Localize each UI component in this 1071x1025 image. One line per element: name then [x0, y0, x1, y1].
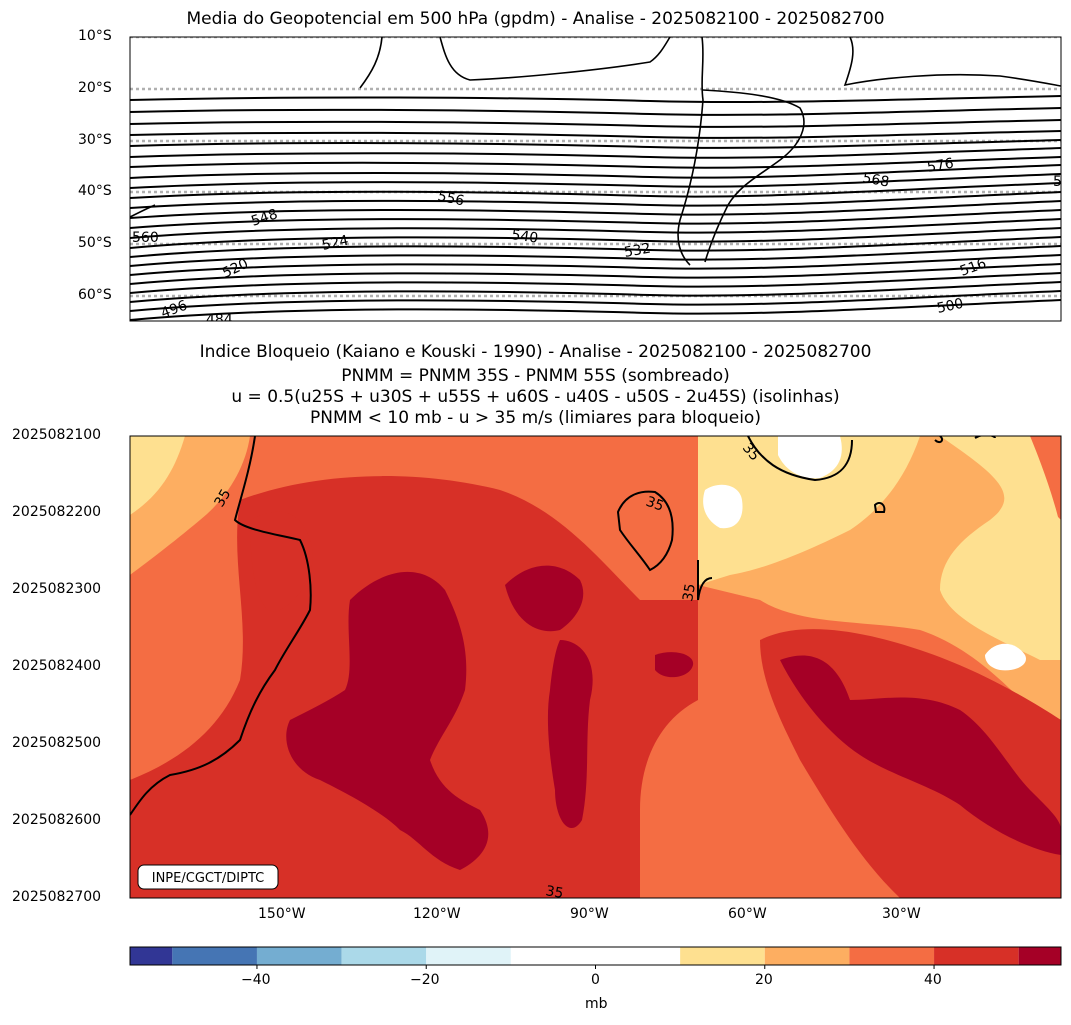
- coastlines: [130, 37, 1061, 266]
- top-y-tick: 20°S: [78, 80, 112, 96]
- colorbar-segment: [849, 947, 935, 965]
- credit-text: INPE/CGCT/DIPTC: [152, 871, 264, 886]
- bottom-title-line-1: Indice Bloqueio (Kaiano e Kouski - 1990)…: [199, 342, 872, 362]
- colorbar-segment: [341, 947, 427, 965]
- colorbar-segment: [426, 947, 511, 965]
- date-tick: 2025082100: [12, 427, 102, 443]
- colorbar-segment: [510, 947, 681, 965]
- contour-label-496: 496: [159, 298, 190, 322]
- colorbar-tick-label: −40: [241, 972, 271, 988]
- lon-tick: 90°W: [570, 906, 609, 922]
- isoline-label: 35: [544, 883, 564, 902]
- date-tick: 2025082300: [12, 581, 102, 597]
- geopotential-contours: [130, 95, 1061, 321]
- colorbar-segment: [764, 947, 850, 965]
- contour-label-540: 540: [510, 227, 539, 247]
- colorbar-segment: [130, 947, 173, 965]
- colorbar-tick-label: 0: [591, 972, 600, 988]
- colorbar-segment: [680, 947, 765, 965]
- top-y-tick: 10°S: [78, 28, 112, 44]
- colorbar: [129, 946, 1062, 969]
- credit-box: [137, 864, 279, 890]
- colorbar-segment: [172, 947, 257, 965]
- contour-label-500: 500: [936, 296, 965, 317]
- field-10-20: [130, 436, 185, 515]
- colorbar-label: mb: [585, 996, 608, 1012]
- contour-label-548: 548: [249, 206, 279, 229]
- colorbar-tick-label: 40: [924, 972, 942, 988]
- date-tick: 2025082200: [12, 504, 102, 520]
- contour-label-532: 532: [623, 241, 652, 261]
- contour-label-568: 568: [861, 170, 890, 190]
- top-y-tick: 50°S: [78, 235, 112, 251]
- contour-label-484: 484: [206, 312, 233, 328]
- isoline-label: 35: [212, 487, 235, 510]
- colorbar-tick-label: −20: [410, 972, 440, 988]
- lon-tick: 120°W: [413, 906, 461, 922]
- top-y-tick: 60°S: [78, 287, 112, 303]
- u-35-isolines: [130, 436, 996, 816]
- contour-label-576: 576: [926, 156, 955, 176]
- top-chart-title: Media do Geopotencial em 500 hPa (gpdm) …: [186, 9, 885, 29]
- top-y-tick: 40°S: [78, 183, 112, 199]
- date-tick: 2025082400: [12, 658, 102, 674]
- top-y-tick: 30°S: [78, 132, 112, 148]
- date-tick: 2025082500: [12, 735, 102, 751]
- isoline-label: 35: [680, 582, 699, 602]
- contour-labels: 560 548 524 520 496 484 556 540 532 568 …: [132, 156, 1062, 328]
- contour-label-5: 5: [1053, 174, 1062, 190]
- blocking-index-heatmap: 35 35 35 35 35 INPE/CGCT/DIPTC: [129, 435, 1062, 902]
- bottom-title-line-2: PNMM = PNMM 35S - PNMM 55S (sombreado): [341, 366, 730, 386]
- colorbar-segment: [1018, 947, 1061, 965]
- bottom-title-line-4: PNMM < 10 mb - u > 35 m/s (limiares para…: [310, 408, 761, 428]
- lon-tick: 150°W: [258, 906, 306, 922]
- isoline-label: 35: [644, 494, 666, 515]
- colorbar-segment: [934, 947, 1019, 965]
- lon-tick: 30°W: [882, 906, 921, 922]
- contour-label-556: 556: [436, 188, 466, 209]
- geopotential-map: 560 548 524 520 496 484 556 540 532 568 …: [129, 36, 1062, 328]
- lon-tick: 60°W: [728, 906, 767, 922]
- date-tick: 2025082600: [12, 812, 102, 828]
- date-tick: 2025082700: [12, 889, 102, 905]
- contour-label-560: 560: [132, 230, 159, 246]
- field-50-55: [286, 571, 489, 870]
- colorbar-segment: [256, 947, 342, 965]
- contour-label-524: 524: [321, 233, 351, 254]
- bottom-title-line-3: u = 0.5(u25S + u30S + u55S + u60S - u40S…: [231, 387, 840, 407]
- colorbar-tick-label: 20: [755, 972, 773, 988]
